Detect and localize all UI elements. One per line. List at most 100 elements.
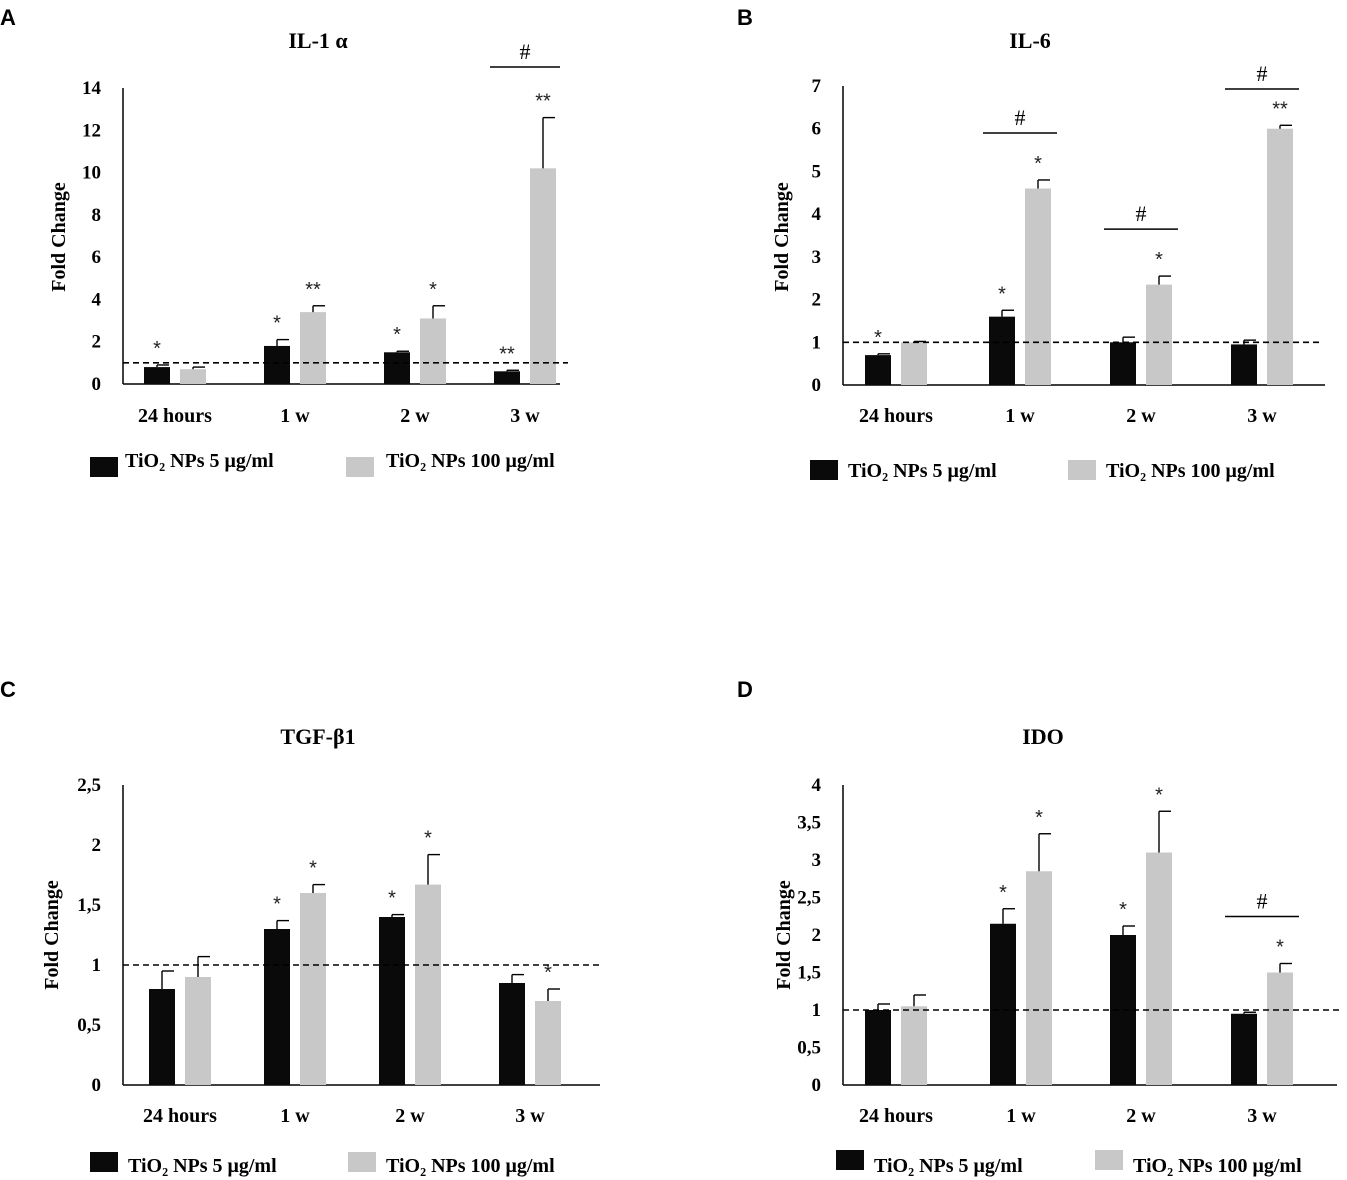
bar [264, 929, 290, 1085]
significance-marker: * [273, 894, 281, 916]
y-tick-label: 4 [92, 289, 102, 310]
y-tick-label: 2 [92, 332, 102, 353]
bar [1231, 344, 1257, 385]
y-tick-label: 7 [812, 76, 822, 97]
significance-marker: * [544, 962, 552, 984]
legend-label-high: TiO₂ NPs 100 μg/ml [386, 1155, 555, 1177]
legend-label-low: TiO₂ NPs 5 μg/ml [848, 460, 997, 482]
bar [379, 917, 405, 1085]
y-tick-label: 10 [82, 163, 101, 184]
panel-letter: D [737, 677, 753, 702]
y-tick-label: 4 [812, 775, 822, 796]
legend-label-high: TiO₂ NPs 100 μg/ml [1133, 1155, 1302, 1177]
bar [530, 168, 556, 384]
x-category-label: 2 w [400, 405, 430, 427]
y-tick-label: 0 [92, 374, 102, 395]
bar [901, 342, 927, 385]
bar [1267, 972, 1293, 1085]
x-category-label: 1 w [1005, 405, 1035, 427]
y-tick-label: 12 [82, 120, 101, 141]
y-tick-label: 5 [812, 161, 822, 182]
legend-swatch-low [810, 460, 838, 480]
chart-panel-a: A IL-1 α Fold Change 0 2 4 6 8 10 12 14 24 hours 1 w… [0, 5, 568, 477]
legend-swatch-high [346, 457, 374, 477]
y-tick-label: 2,5 [77, 775, 101, 796]
significance-marker: * [393, 324, 401, 346]
x-category-label: 3 w [1247, 1105, 1277, 1127]
y-tick-label: 0,5 [77, 1015, 101, 1036]
bar [264, 345, 290, 384]
x-category-label: 2 w [1126, 1105, 1156, 1127]
significance-marker: * [1034, 153, 1042, 175]
y-tick-label: 1,5 [797, 963, 821, 984]
x-category-label: 24 hours [859, 405, 933, 427]
bar [300, 312, 326, 384]
significance-marker: ** [535, 91, 551, 113]
y-tick-label: 3,5 [797, 813, 821, 834]
x-category-label: 24 hours [859, 1105, 933, 1127]
x-category-label: 24 hours [138, 405, 212, 427]
hash-marker: # [1015, 105, 1026, 130]
y-tick-label: 0 [92, 1075, 102, 1096]
bar [1146, 284, 1172, 385]
significance-marker: * [424, 828, 432, 850]
hash-marker: # [1257, 889, 1268, 914]
y-tick-label: 8 [92, 205, 102, 226]
chart-title: IDO [1022, 724, 1064, 749]
significance-marker: * [999, 882, 1007, 904]
chart-panel-b: B IL-6 Fold Change 0 1 2 3 4 5 6 7 24 hours 1 w 2 w 3 … [737, 5, 1325, 482]
bar [865, 1010, 891, 1085]
bar [1231, 1013, 1257, 1085]
y-tick-label: 1,5 [77, 895, 101, 916]
legend-swatch-low [836, 1150, 864, 1170]
y-axis-label: Fold Change [48, 182, 70, 292]
significance-marker: ** [1272, 98, 1288, 120]
bar [144, 367, 170, 384]
significance-marker: * [1155, 249, 1163, 271]
bar [865, 355, 891, 385]
x-category-label: 1 w [280, 1105, 310, 1127]
bar [149, 989, 175, 1085]
chart-title: IL-6 [1009, 28, 1051, 53]
y-tick-label: 6 [92, 247, 102, 268]
legend-label-high: TiO₂ NPs 100 μg/ml [1106, 460, 1275, 482]
chart-title: IL-1 α [288, 28, 348, 53]
legend-swatch-high [348, 1152, 376, 1172]
bar [499, 983, 525, 1085]
y-axis-label: Fold Change [773, 880, 795, 990]
x-category-label: 3 w [510, 405, 540, 427]
legend-swatch-high [1095, 1150, 1123, 1170]
significance-marker: * [273, 313, 281, 335]
x-category-label: 2 w [395, 1105, 425, 1127]
bar [989, 316, 1015, 385]
x-category-label: 3 w [515, 1105, 545, 1127]
significance-marker: * [429, 279, 437, 301]
y-axis-label: Fold Change [771, 182, 793, 292]
significance-marker: * [1035, 807, 1043, 829]
y-tick-label: 6 [812, 119, 822, 140]
significance-marker: * [1155, 784, 1163, 806]
significance-marker: * [998, 283, 1006, 305]
bar [1026, 871, 1052, 1085]
bar [1146, 852, 1172, 1085]
y-tick-label: 2,5 [797, 888, 821, 909]
bar [180, 369, 206, 384]
bar [300, 893, 326, 1085]
significance-marker: * [1276, 937, 1284, 959]
legend-label-low: TiO₂ NPs 5 μg/ml [874, 1155, 1023, 1177]
significance-marker: ** [305, 279, 321, 301]
y-tick-label: 1 [812, 1000, 822, 1021]
y-tick-label: 1 [92, 955, 102, 976]
significance-marker: * [153, 338, 161, 360]
panel-letter: A [0, 5, 16, 30]
y-tick-label: 2 [812, 925, 822, 946]
bar [185, 977, 211, 1085]
bar [494, 371, 520, 384]
x-category-label: 3 w [1247, 405, 1277, 427]
bar [415, 884, 441, 1085]
y-tick-label: 2 [812, 290, 822, 311]
y-tick-label: 1 [812, 332, 822, 353]
y-tick-label: 3 [812, 247, 822, 268]
hash-marker: # [1136, 201, 1147, 226]
